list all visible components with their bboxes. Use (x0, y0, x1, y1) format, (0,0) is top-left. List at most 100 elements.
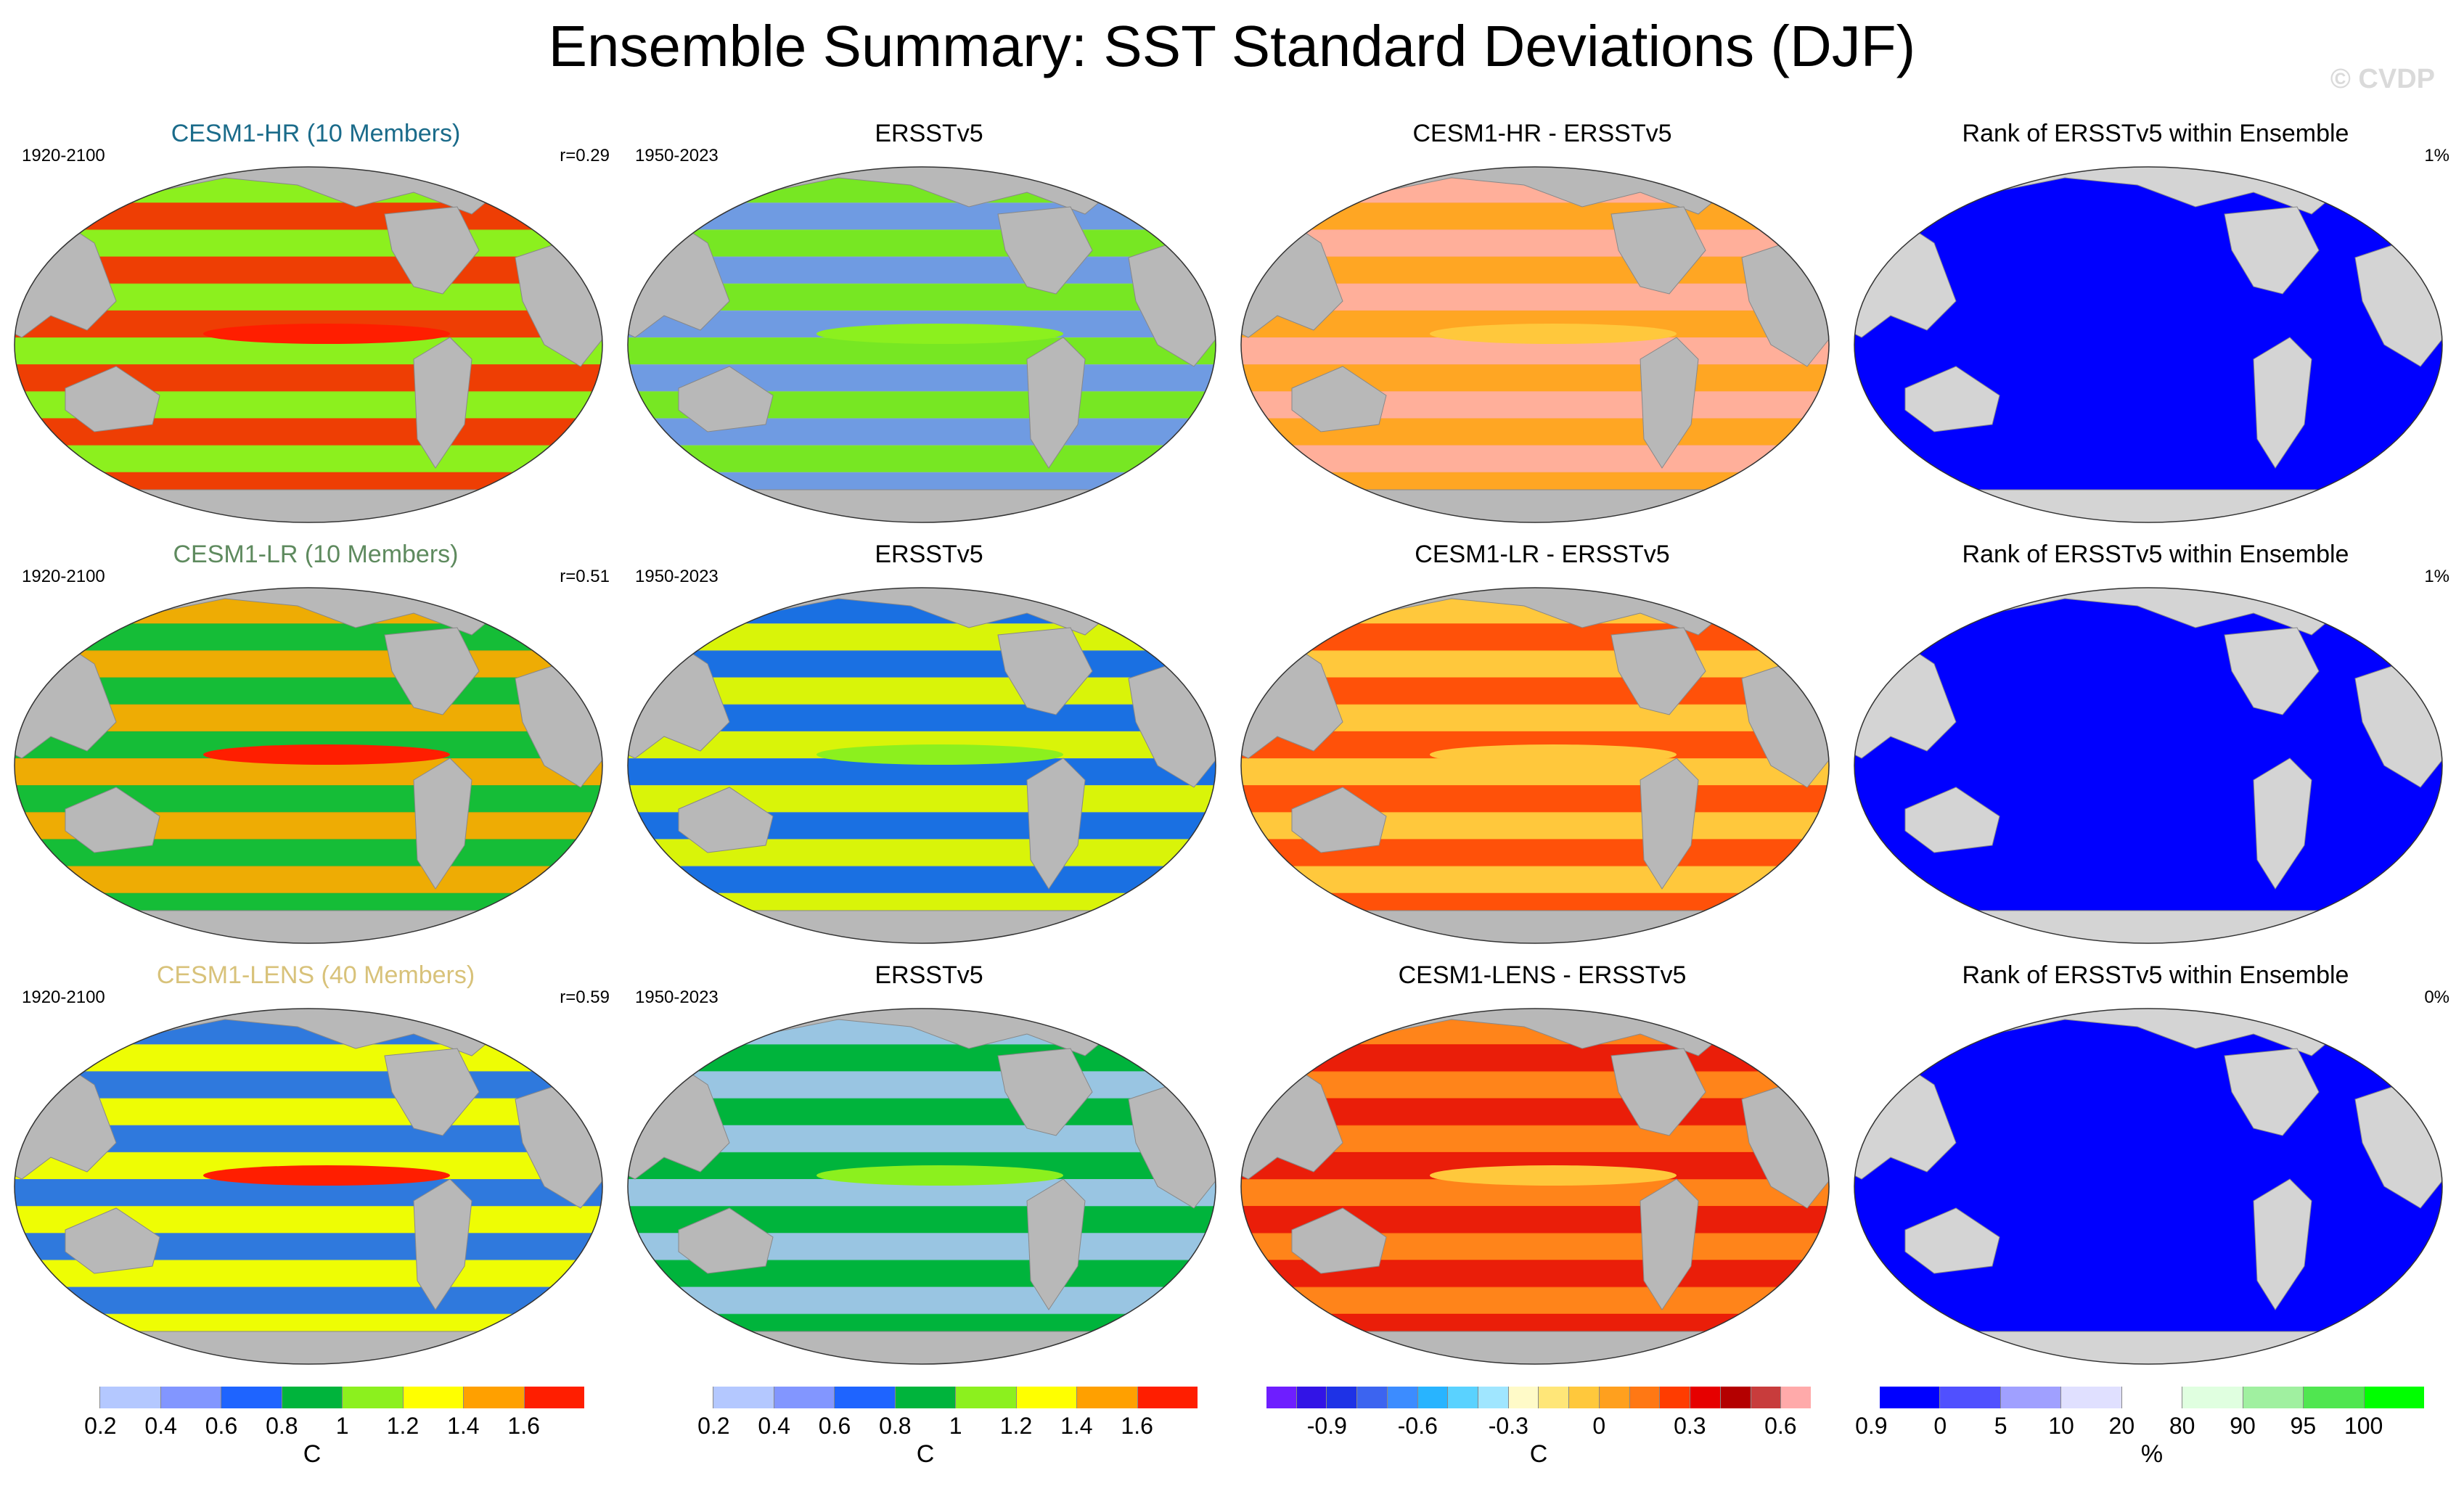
field-band (15, 1098, 602, 1126)
colorbar: 0.2 0.4 0.6 0.8 1 1.2 1.4 1.6 C (40, 1387, 584, 1468)
map-container (7, 570, 610, 951)
colorbar-swatch (835, 1387, 896, 1408)
map-outline (1240, 166, 1830, 523)
colorbar-swatch (221, 1387, 282, 1408)
colorbar-swatches (653, 1387, 1198, 1408)
colorbar-swatch (2304, 1387, 2365, 1408)
map-container (621, 149, 1223, 530)
panel-title: ERSSTv5 (875, 541, 983, 568)
years-label: 1950-2023 (635, 567, 719, 586)
panel-title: CESM1-LR (10 Members) (173, 541, 459, 568)
colorbar-swatch (40, 1387, 101, 1408)
field-band (628, 202, 1216, 231)
field-band (1241, 1286, 1829, 1315)
map-container (1847, 149, 2449, 530)
colorbar-swatch (160, 1387, 222, 1408)
years-label: 1920-2100 (22, 988, 105, 1007)
field-band (15, 650, 602, 678)
colorbar-swatch (1720, 1387, 1751, 1408)
panel-title: CESM1-LR - ERSSTv5 (1415, 541, 1670, 568)
colorbar-tick-label: -0.9 (1306, 1413, 1347, 1439)
colorbar-tick-label: 0.9 (1855, 1413, 1888, 1439)
diff-map (1240, 587, 1830, 944)
field-band (628, 229, 1216, 258)
colorbar-tick-label: 1.2 (386, 1413, 419, 1439)
obs-map (627, 587, 1216, 944)
ocean-field (1854, 1009, 2442, 1364)
map-outline (1854, 166, 2443, 523)
map-outline (627, 1008, 1216, 1365)
colorbar-swatch (343, 1387, 404, 1408)
panel-title: CESM1-LENS (40 Members) (156, 961, 475, 989)
land-mass (1026, 758, 1086, 890)
colorbar-swatches (1266, 1387, 1811, 1408)
field-band (628, 1098, 1216, 1126)
land-mass (1241, 910, 1829, 943)
colorbar-ticks: -0.9 -0.6 -0.3 0 0.3 0.6 0.9 (1266, 1408, 1888, 1439)
equatorial-feature (1430, 324, 1677, 344)
colorbar-tick-label: 0 (1933, 1413, 1947, 1439)
colorbar-swatch (464, 1387, 525, 1408)
map-container (1234, 149, 1836, 530)
colorbar-tick-label: -0.6 (1397, 1413, 1438, 1439)
land-mass (1904, 1207, 2000, 1274)
ocean-field (1854, 167, 2442, 522)
colorbar-swatch (1478, 1387, 1509, 1408)
field-band (1241, 229, 1829, 258)
land-mass (1291, 1207, 1387, 1274)
land-mass (1610, 627, 1706, 715)
colorbar-swatch (2121, 1387, 2183, 1408)
land-mass (1291, 787, 1387, 853)
colorbar-swatch (1629, 1387, 1661, 1408)
model-panel: CESM1-LR (10 Members) 1920-2100 r=0.51 (7, 541, 624, 976)
colorbar-swatch (1266, 1387, 1297, 1408)
field-band (628, 445, 1216, 473)
colorbar-swatch (2364, 1387, 2424, 1408)
rank-map (1854, 587, 2443, 944)
colorbar-swatches (40, 1387, 584, 1408)
panel-title: ERSSTv5 (875, 120, 983, 147)
land-mass (997, 1048, 1093, 1136)
land-mass (628, 489, 1216, 522)
equatorial-feature (1430, 1165, 1677, 1186)
equatorial-feature (203, 324, 450, 344)
field-band (628, 256, 1216, 284)
rank-map (1854, 1008, 2443, 1365)
panel-title: ERSSTv5 (875, 961, 983, 989)
land-mass (65, 1207, 160, 1274)
land-mass (1640, 758, 1699, 890)
colorbar-swatch (1599, 1387, 1630, 1408)
colorbar: 0.2 0.4 0.6 0.8 1 1.2 1.4 1.6 C (653, 1387, 1198, 1468)
model-map (14, 587, 603, 944)
equatorial-feature (816, 744, 1063, 765)
map-container (1234, 990, 1836, 1371)
colorbar-tick-label: 0.8 (266, 1413, 298, 1439)
colorbar-swatch (1077, 1387, 1138, 1408)
map-outline (1240, 1008, 1830, 1365)
colorbar-swatch (1569, 1387, 1600, 1408)
map-container (7, 149, 610, 530)
colorbar-tick-label: 1.4 (447, 1413, 480, 1439)
land-mass (384, 206, 480, 295)
colorbar-swatch (1448, 1387, 1479, 1408)
diff-panel: CESM1-HR - ERSSTv5 (1234, 120, 1851, 555)
colorbar-swatches (1880, 1387, 2424, 1408)
colorbar-unit: % (2140, 1440, 2164, 1468)
rank-panel: Rank of ERSSTv5 within Ensemble 1% (1847, 541, 2464, 976)
colorbar-swatch (100, 1387, 161, 1408)
panel-title: Rank of ERSSTv5 within Ensemble (1962, 961, 2349, 989)
ocean-field (1854, 588, 2442, 943)
field-band (628, 677, 1216, 705)
colorbar-swatch (1751, 1387, 1782, 1408)
panel-title: Rank of ERSSTv5 within Ensemble (1962, 120, 2349, 147)
colorbar-tick-label: 1 (335, 1413, 349, 1439)
colorbar-swatch (1508, 1387, 1539, 1408)
land-mass (1904, 366, 2000, 432)
colorbar-tick-label: -0.3 (1488, 1413, 1528, 1439)
land-mass (384, 627, 480, 715)
obs-panel: ERSSTv5 1950-2023 (621, 961, 1237, 1397)
field-band (1241, 1098, 1829, 1126)
field-band (15, 1286, 602, 1315)
colorbar-swatch (1539, 1387, 1570, 1408)
land-mass (384, 1048, 480, 1136)
